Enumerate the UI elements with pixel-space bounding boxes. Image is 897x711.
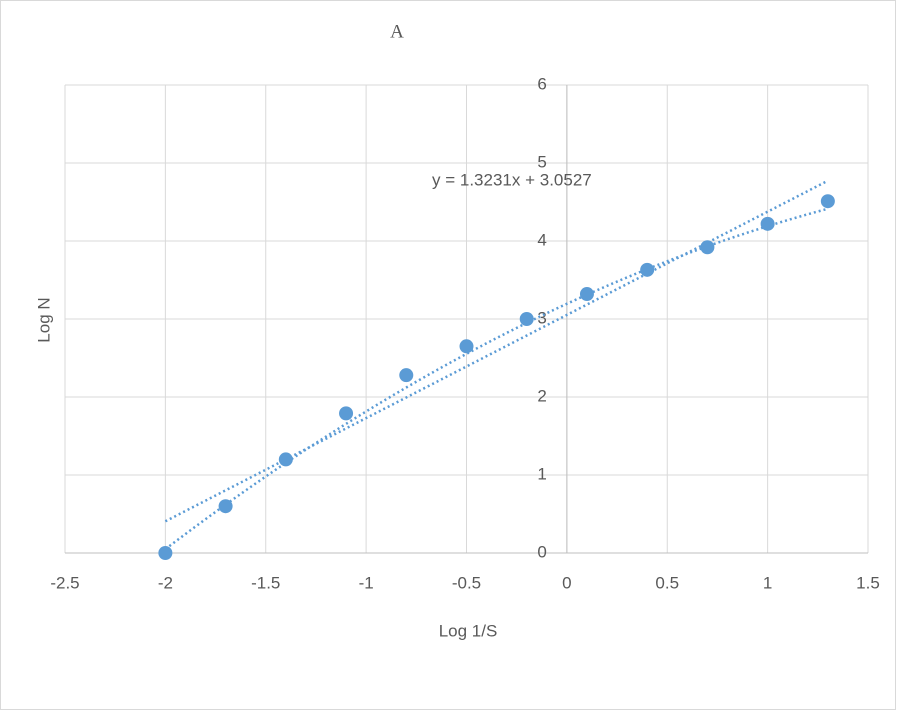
x-tick-label: 1.5 [856,573,880,592]
y-axis-label: Log N [34,297,53,342]
point [158,546,173,560]
point [399,368,414,383]
point [218,499,233,514]
x-axis-label: Log 1/S [439,621,498,640]
trendline-equation: y = 1.3231x + 3.0527 [432,170,592,189]
x-tick-label: -2 [158,573,173,592]
y-tick-label: 3 [537,308,546,327]
y-tick-label: 5 [537,152,546,171]
point [519,312,534,326]
x-tick-label: -1.5 [251,573,280,592]
point [278,452,293,467]
x-tick-label: -2.5 [50,573,79,592]
y-tick-label: 2 [537,386,546,405]
point [579,287,594,302]
y-tick-label: 1 [537,464,546,483]
x-tick-label: -0.5 [452,573,481,592]
chart-title: A [390,21,404,42]
trendline [164,179,829,523]
point [339,406,354,421]
y-tick-label: 6 [537,74,546,93]
trendline [164,207,829,551]
point [640,262,655,277]
x-tick-label: 1 [763,573,772,592]
x-tick-label: 0.5 [655,573,679,592]
point [820,194,835,209]
x-tick-label: -1 [359,573,374,592]
point [459,339,474,354]
point [700,240,715,255]
y-tick-label: 4 [537,230,546,249]
y-tick-label: 0 [537,542,546,561]
x-tick-label: 0 [562,573,571,592]
point [760,216,775,231]
